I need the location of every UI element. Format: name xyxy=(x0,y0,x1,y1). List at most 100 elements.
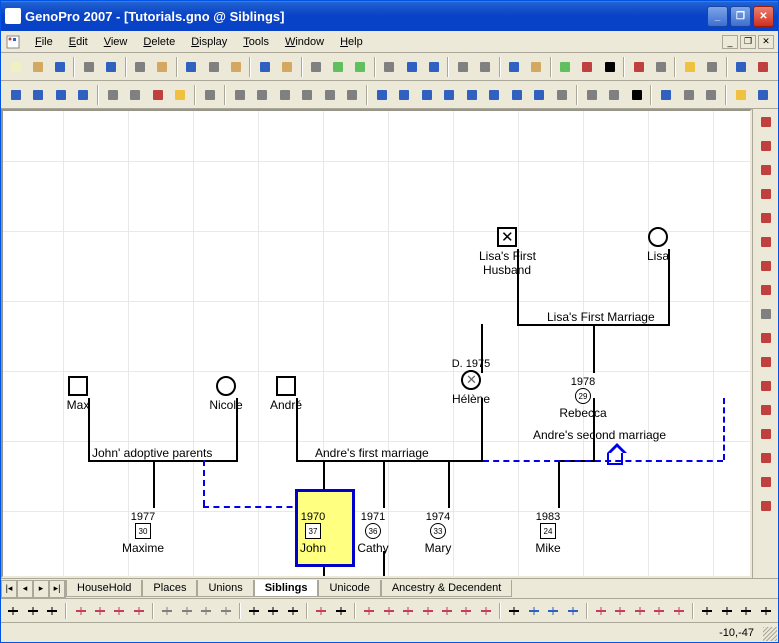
toolbar-button[interactable] xyxy=(577,56,598,78)
bottom-toolbar-button[interactable] xyxy=(111,602,127,620)
toolbar-button[interactable] xyxy=(581,84,603,106)
toolbar-button[interactable] xyxy=(73,84,95,106)
toolbar-button[interactable] xyxy=(78,56,99,78)
toolbar-button[interactable] xyxy=(102,84,124,106)
toolbar-button[interactable] xyxy=(251,84,273,106)
toolbar-button[interactable] xyxy=(49,56,70,78)
person-max[interactable]: Max xyxy=(50,376,106,412)
tab-next-button[interactable]: ▸ xyxy=(33,580,49,598)
bottom-toolbar-button[interactable] xyxy=(217,602,233,620)
toolbar-button[interactable] xyxy=(702,56,723,78)
toolbar-button[interactable] xyxy=(147,84,169,106)
toolbar-button[interactable] xyxy=(529,84,551,106)
toolbar-button[interactable] xyxy=(423,56,444,78)
right-toolbar-button[interactable] xyxy=(755,135,777,157)
toolbar-button[interactable] xyxy=(678,84,700,106)
bottom-toolbar-button[interactable] xyxy=(361,602,377,620)
genogram-canvas[interactable]: Lisa's First MarriageJohn' adoptive pare… xyxy=(1,109,752,578)
toolbar-button[interactable] xyxy=(731,56,752,78)
bottom-toolbar-button[interactable] xyxy=(564,602,580,620)
toolbar-button[interactable] xyxy=(181,56,202,78)
toolbar-button[interactable] xyxy=(504,56,525,78)
bottom-toolbar-button[interactable] xyxy=(5,602,21,620)
maximize-button[interactable]: ❐ xyxy=(730,6,751,27)
bottom-toolbar-button[interactable] xyxy=(612,602,628,620)
toolbar-button[interactable] xyxy=(628,56,649,78)
toolbar-button[interactable] xyxy=(341,84,363,106)
right-toolbar-button[interactable] xyxy=(755,303,777,325)
minimize-button[interactable]: _ xyxy=(707,6,728,27)
tab-prev-button[interactable]: ◂ xyxy=(17,580,33,598)
person-mike[interactable]: 198324Mike xyxy=(520,511,576,555)
menu-view[interactable]: View xyxy=(96,34,136,50)
menu-window[interactable]: Window xyxy=(277,34,332,50)
resize-grip[interactable] xyxy=(763,627,777,641)
tab-unions[interactable]: Unions xyxy=(197,580,253,597)
menu-delete[interactable]: Delete xyxy=(135,34,183,50)
right-toolbar-button[interactable] xyxy=(755,495,777,517)
toolbar-button[interactable] xyxy=(152,56,173,78)
bottom-toolbar-button[interactable] xyxy=(478,602,494,620)
toolbar-button[interactable] xyxy=(551,84,573,106)
toolbar-button[interactable] xyxy=(306,56,327,78)
toolbar-button[interactable] xyxy=(394,84,416,106)
right-toolbar-button[interactable] xyxy=(755,255,777,277)
bottom-toolbar-button[interactable] xyxy=(246,602,262,620)
bottom-toolbar-button[interactable] xyxy=(458,602,474,620)
right-toolbar-button[interactable] xyxy=(755,351,777,373)
toolbar-button[interactable] xyxy=(170,84,192,106)
bottom-toolbar-button[interactable] xyxy=(400,602,416,620)
bottom-toolbar-button[interactable] xyxy=(419,602,435,620)
toolbar-button[interactable] xyxy=(599,56,620,78)
toolbar-button[interactable] xyxy=(203,56,224,78)
tab-ancestry---decendent[interactable]: Ancestry & Decendent xyxy=(381,580,512,597)
bottom-toolbar-button[interactable] xyxy=(198,602,214,620)
tab-last-button[interactable]: ▸| xyxy=(49,580,65,598)
person-lisa_first_husband[interactable]: Lisa's FirstHusband xyxy=(479,227,535,277)
toolbar-button[interactable] xyxy=(328,56,349,78)
toolbar-button[interactable] xyxy=(526,56,547,78)
toolbar-button[interactable] xyxy=(655,84,677,106)
person-mary[interactable]: 197433Mary xyxy=(410,511,466,555)
right-toolbar-button[interactable] xyxy=(755,327,777,349)
toolbar-button[interactable] xyxy=(5,84,27,106)
close-button[interactable]: ✕ xyxy=(753,6,774,27)
toolbar-button[interactable] xyxy=(474,56,495,78)
right-toolbar-button[interactable] xyxy=(755,183,777,205)
bottom-toolbar-button[interactable] xyxy=(313,602,329,620)
bottom-toolbar-button[interactable] xyxy=(44,602,60,620)
toolbar-button[interactable] xyxy=(274,84,296,106)
right-toolbar-button[interactable] xyxy=(755,207,777,229)
toolbar-button[interactable] xyxy=(371,84,393,106)
menu-help[interactable]: Help xyxy=(332,34,371,50)
toolbar-button[interactable] xyxy=(753,56,774,78)
union-label[interactable]: Lisa's First Marriage xyxy=(547,310,655,324)
bottom-toolbar-button[interactable] xyxy=(699,602,715,620)
toolbar-button[interactable] xyxy=(5,56,26,78)
union-label[interactable]: Andre's second marriage xyxy=(533,428,666,442)
toolbar-button[interactable] xyxy=(276,56,297,78)
bottom-toolbar-button[interactable] xyxy=(159,602,175,620)
bottom-toolbar-button[interactable] xyxy=(285,602,301,620)
right-toolbar-button[interactable] xyxy=(755,375,777,397)
bottom-toolbar-button[interactable] xyxy=(333,602,349,620)
toolbar-button[interactable] xyxy=(225,56,246,78)
person-helene[interactable]: D. 1975Hélène xyxy=(443,358,499,406)
toolbar-button[interactable] xyxy=(730,84,752,106)
bottom-toolbar-button[interactable] xyxy=(506,602,522,620)
right-toolbar-button[interactable] xyxy=(755,279,777,301)
bottom-toolbar-button[interactable] xyxy=(179,602,195,620)
toolbar-button[interactable] xyxy=(199,84,221,106)
toolbar-button[interactable] xyxy=(439,84,461,106)
right-toolbar-button[interactable] xyxy=(755,471,777,493)
bottom-toolbar-button[interactable] xyxy=(380,602,396,620)
mdi-minimize-button[interactable]: _ xyxy=(722,35,738,49)
person-nicole[interactable]: Nicole xyxy=(198,376,254,412)
bottom-toolbar-button[interactable] xyxy=(545,602,561,620)
toolbar-button[interactable] xyxy=(50,84,72,106)
toolbar-button[interactable] xyxy=(27,56,48,78)
toolbar-button[interactable] xyxy=(461,84,483,106)
toolbar-button[interactable] xyxy=(296,84,318,106)
bottom-toolbar-button[interactable] xyxy=(671,602,687,620)
toolbar-button[interactable] xyxy=(350,56,371,78)
